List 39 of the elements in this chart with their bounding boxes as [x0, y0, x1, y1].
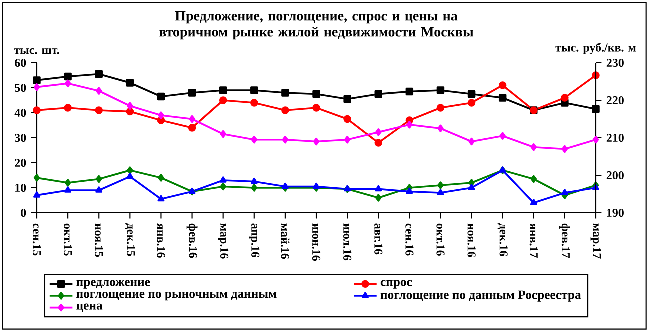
y2-axis-title: тыс. руб./кв. м [556, 43, 636, 54]
y-tick-label: 50 [15, 84, 26, 92]
legend-label: поглощение по рыночным данным [76, 292, 277, 301]
x-tick-label: фев.16 [186, 224, 198, 258]
legend-label: предложение [76, 280, 150, 289]
x-tick-label: июн.16 [312, 224, 321, 262]
x-tick-label: окт.16 [436, 224, 445, 256]
y2-tick-label: 220 [606, 96, 624, 105]
y-tick-label: 20 [15, 158, 26, 168]
x-tick-label: ноя.15 [95, 224, 104, 258]
y2-tick-label: 210 [606, 134, 624, 142]
legend-label: цена [76, 304, 103, 312]
x-tick-label: сен.16 [406, 224, 414, 256]
x-tick-label: июл.16 [344, 224, 352, 261]
x-tick-label: дек.15 [125, 224, 136, 256]
x-tick-label: окт.15 [64, 224, 72, 256]
chart-title: Предложение, поглощение, спрос и цены на вторичном рынке жилой недвижимости Москвы [159, 11, 474, 40]
x-tick-label: фев.17 [560, 224, 570, 258]
legend-label: спрос [380, 280, 412, 289]
y-tick-label: 30 [15, 134, 26, 142]
y2-tick-label: 200 [606, 171, 624, 180]
x-tick-label: авг.16 [374, 224, 383, 255]
x-tick-label: май.16 [281, 224, 290, 260]
x-tick-label: мар.17 [590, 224, 602, 259]
x-tick-label: мар.16 [218, 224, 229, 259]
x-tick-label: сен.15 [32, 224, 42, 256]
y2-tick-label: 190 [607, 208, 624, 218]
y-tick-label: 10 [16, 184, 26, 192]
y-tick-label: 0 [21, 208, 26, 218]
y2-tick-label: 230 [606, 58, 624, 68]
legend-label: поглощение по данным Росреестра [380, 290, 582, 302]
x-tick-label: апр.16 [249, 224, 260, 258]
y-axis-title: тыс. шт. [14, 48, 60, 54]
x-tick-label: янв.16 [157, 224, 166, 258]
x-tick-label: ноя.16 [468, 224, 476, 258]
x-tick-label: янв.17 [530, 224, 538, 258]
y-tick-label: 60 [15, 58, 26, 68]
y-tick-label: 40 [14, 108, 26, 118]
x-tick-label: дек.16 [498, 224, 508, 256]
